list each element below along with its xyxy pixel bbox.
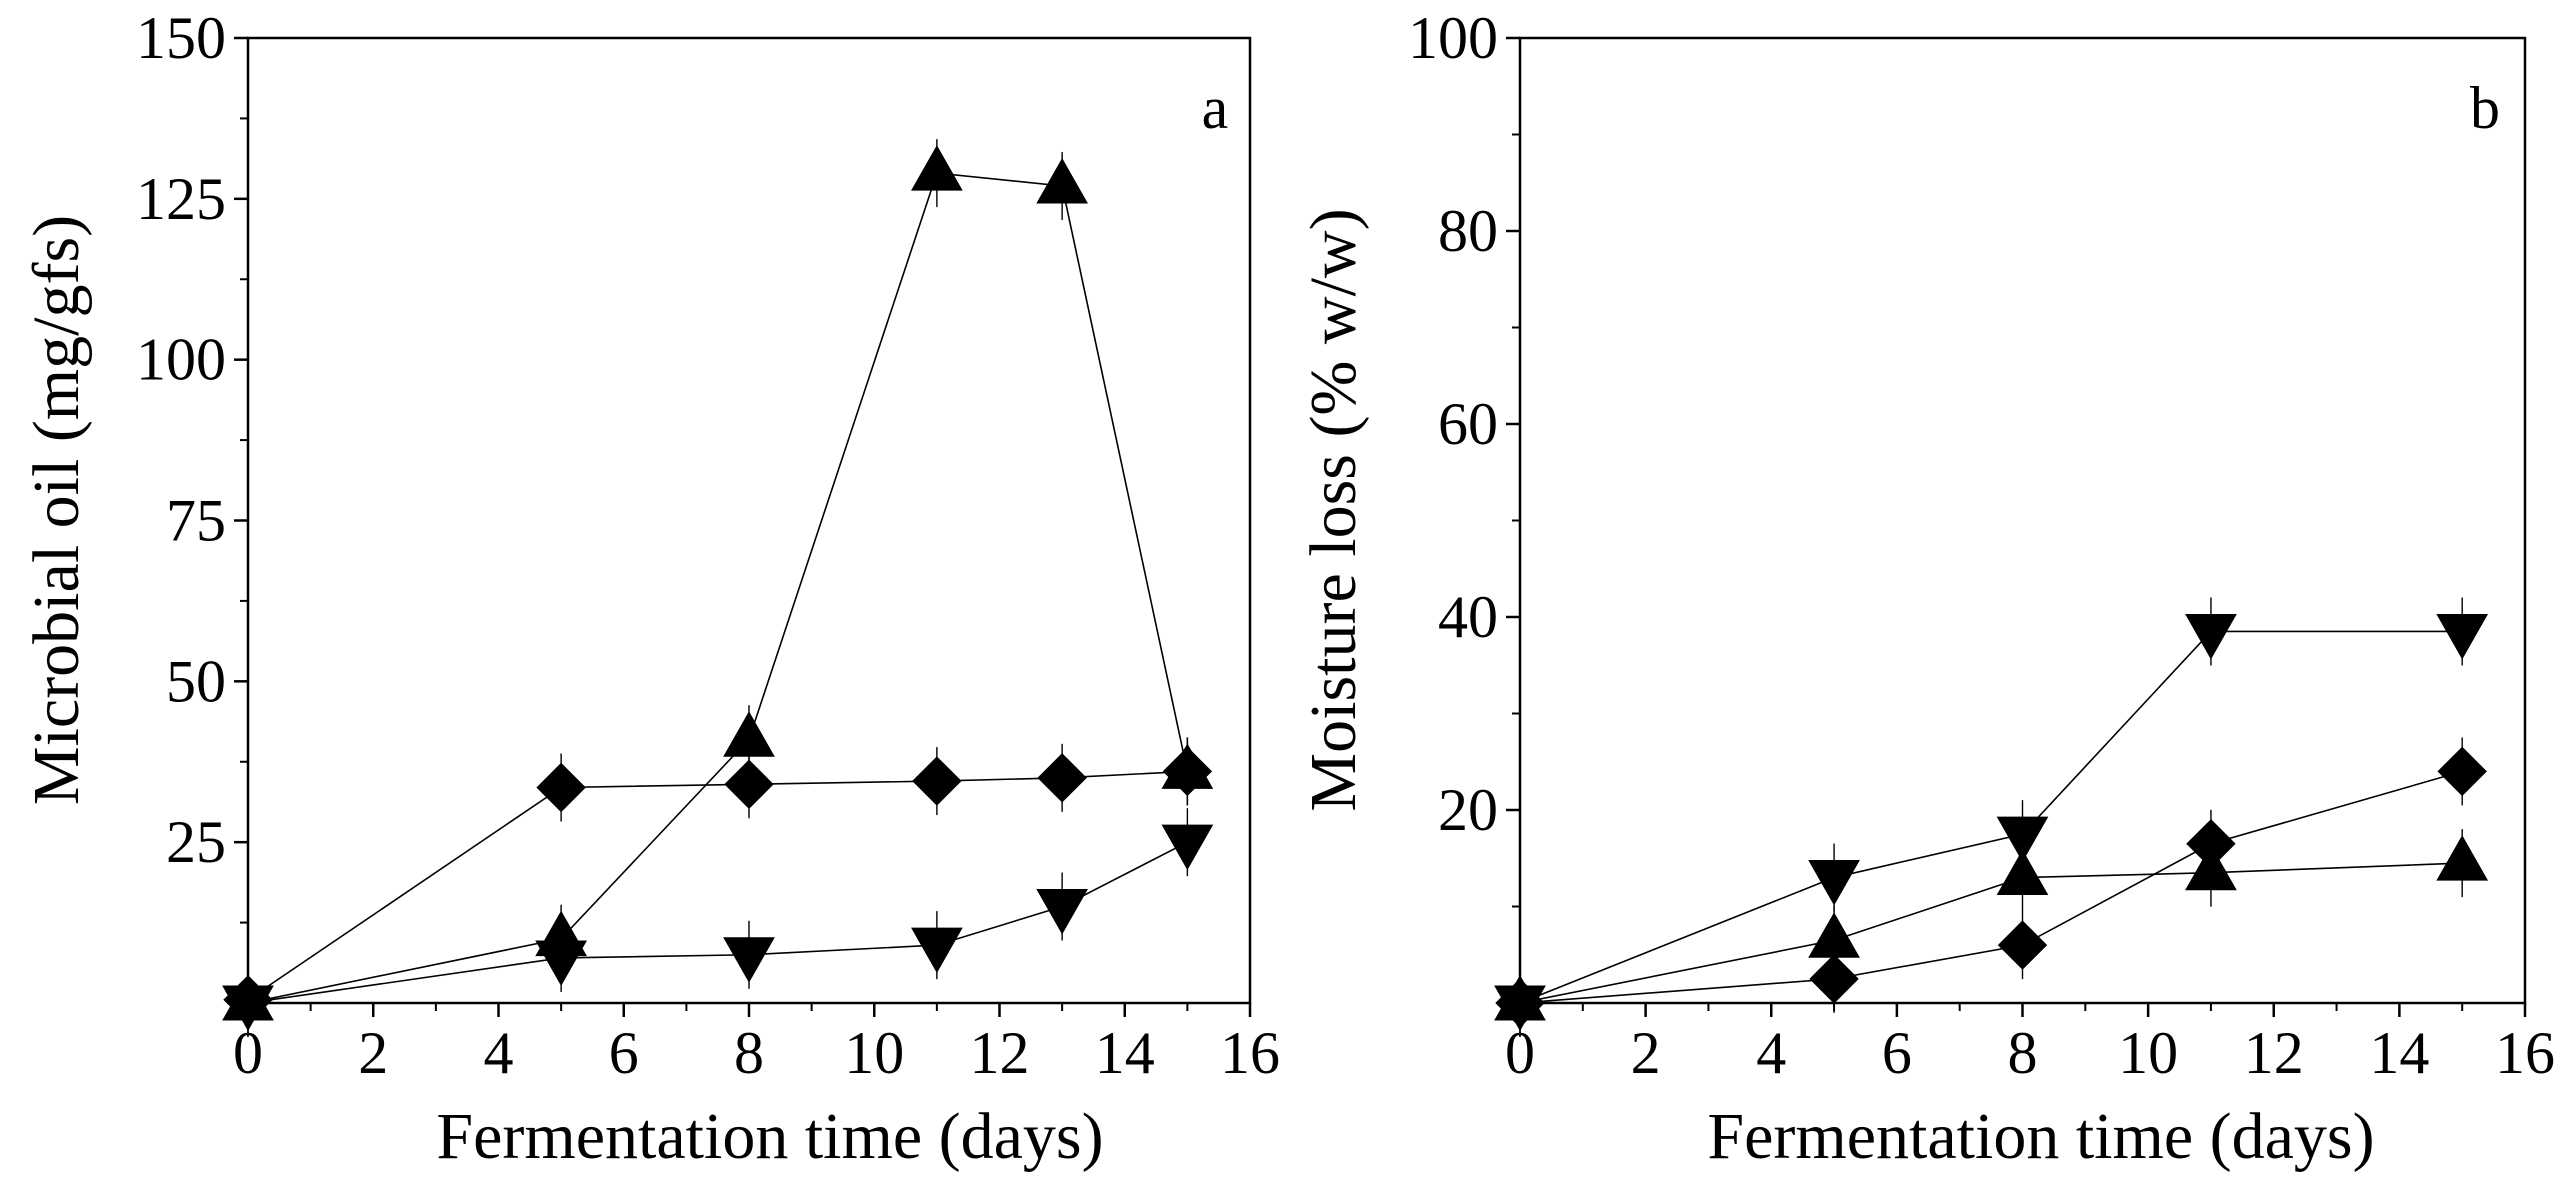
- panel-a-ylabel: Microbial oil (mg/gfs): [20, 215, 93, 805]
- panel-b-x-tick-label: 8: [2008, 1020, 2038, 1086]
- panel-a-microbial-oil: Microbial oil (mg/gfs) Fermentation time…: [20, 5, 1280, 1173]
- panel-b-y-tick-label: 40: [1438, 584, 1498, 650]
- panel-a-x-tick-label: 8: [734, 1020, 764, 1086]
- panel-b-triangle-up-series-line: [1519, 862, 2463, 1004]
- panel-a-triangle-up-marker: [723, 711, 775, 757]
- panel-a-xlabel: Fermentation time (days): [436, 1100, 1103, 1173]
- panel-a-triangle-up-marker: [1036, 157, 1088, 204]
- panel-b-y-tick-label: 60: [1438, 391, 1498, 457]
- panel-b-x-tick-label: 12: [2244, 1020, 2304, 1086]
- panel-a-x-tick-label: 16: [1220, 1020, 1280, 1086]
- panel-a-y-tick-label: 100: [136, 327, 226, 393]
- panel-b-triangle-up-marker: [1808, 912, 1860, 958]
- panel-a-triangle-up-series-line: [247, 172, 1189, 1004]
- panel-b-x-tick-label: 16: [2495, 1020, 2555, 1086]
- panel-b-x-tick-label: 6: [1882, 1020, 1912, 1086]
- panel-b-triangle-up-marker: [2185, 844, 2237, 891]
- panel-a-diamond-series-line: [247, 770, 1188, 1001]
- panel-b-triangle-down-marker: [2436, 613, 2489, 660]
- panel-b-triangle-down-marker: [1494, 985, 1546, 1032]
- panel-a-triangle-down-marker: [723, 937, 775, 983]
- panel-b-triangle-up-marker: [1996, 849, 2049, 896]
- panel-b-triangle-down-series-line: [1519, 630, 2463, 1004]
- panel-b-y-tick-label: 100: [1408, 5, 1498, 71]
- panel-a-frame: [246, 36, 1252, 1005]
- panel-a-x-tick-label: 10: [844, 1020, 904, 1086]
- panel-b-x-tick-label: 4: [1756, 1020, 1786, 1086]
- panel-a-diamond-marker: [724, 759, 774, 809]
- panel-b-moisture-loss: Moisture loss (% w/w) Fermentation time …: [1297, 5, 2555, 1173]
- panel-a-x-tick-label: 4: [484, 1020, 514, 1086]
- panel-a-triangle-up-marker: [911, 145, 963, 191]
- panel-b-letter: b: [2470, 75, 2500, 141]
- panel-a-triangle-down-marker: [911, 927, 963, 974]
- panel-a-diamond-marker: [912, 756, 962, 806]
- panel-a-diamond-marker: [536, 762, 586, 813]
- panel-a-y-tick-label: 50: [166, 648, 226, 714]
- panel-a-x-tick-label: 6: [609, 1020, 639, 1086]
- panel-a-x-tick-label: 14: [1095, 1020, 1155, 1086]
- panel-a-triangle-down-marker: [1161, 824, 1214, 871]
- panel-b-y-tick-label: 20: [1438, 777, 1498, 843]
- panel-b-triangle-down-marker: [1996, 816, 2049, 863]
- panel-b-x-tick-label: 10: [2118, 1020, 2178, 1086]
- panel-a-x-tick-label: 12: [970, 1020, 1030, 1086]
- panel-a-triangle-up-marker: [1161, 743, 1214, 789]
- panel-b-x-tick-label: 14: [2369, 1020, 2429, 1086]
- panel-a-diamond-marker: [1037, 753, 1087, 803]
- panel-b-x-tick-label: 2: [1631, 1020, 1661, 1086]
- panel-b-triangle-down-marker: [2185, 613, 2237, 660]
- panel-b-ylabel: Moisture loss (% w/w): [1297, 208, 1370, 811]
- panel-a-y-tick-label: 25: [166, 809, 226, 875]
- panel-b-triangle-up-marker: [2436, 835, 2489, 881]
- panel-b-diamond-marker: [1997, 920, 2048, 970]
- panel-a-triangle-down-marker: [222, 985, 274, 1032]
- panel-a-x-tick-label: 2: [358, 1020, 388, 1086]
- panel-a-y-tick-label: 75: [166, 488, 226, 554]
- panel-a-triangle-down-marker: [535, 940, 587, 986]
- panel-a-y-tick-label: 150: [136, 5, 226, 71]
- panel-a-y-tick-label: 125: [136, 166, 226, 232]
- panel-a-letter: a: [1202, 75, 1229, 141]
- panel-a-triangle-down-series-line: [247, 841, 1188, 1004]
- panel-a-triangle-down-marker: [1036, 889, 1088, 935]
- panel-b-diamond-marker: [1809, 954, 1859, 1004]
- panel-b-y-tick-label: 80: [1438, 198, 1498, 264]
- panel-b-triangle-down-marker: [1808, 860, 1860, 906]
- panel-b-xlabel: Fermentation time (days): [1707, 1100, 2374, 1173]
- panel-b-diamond-marker: [2437, 746, 2487, 797]
